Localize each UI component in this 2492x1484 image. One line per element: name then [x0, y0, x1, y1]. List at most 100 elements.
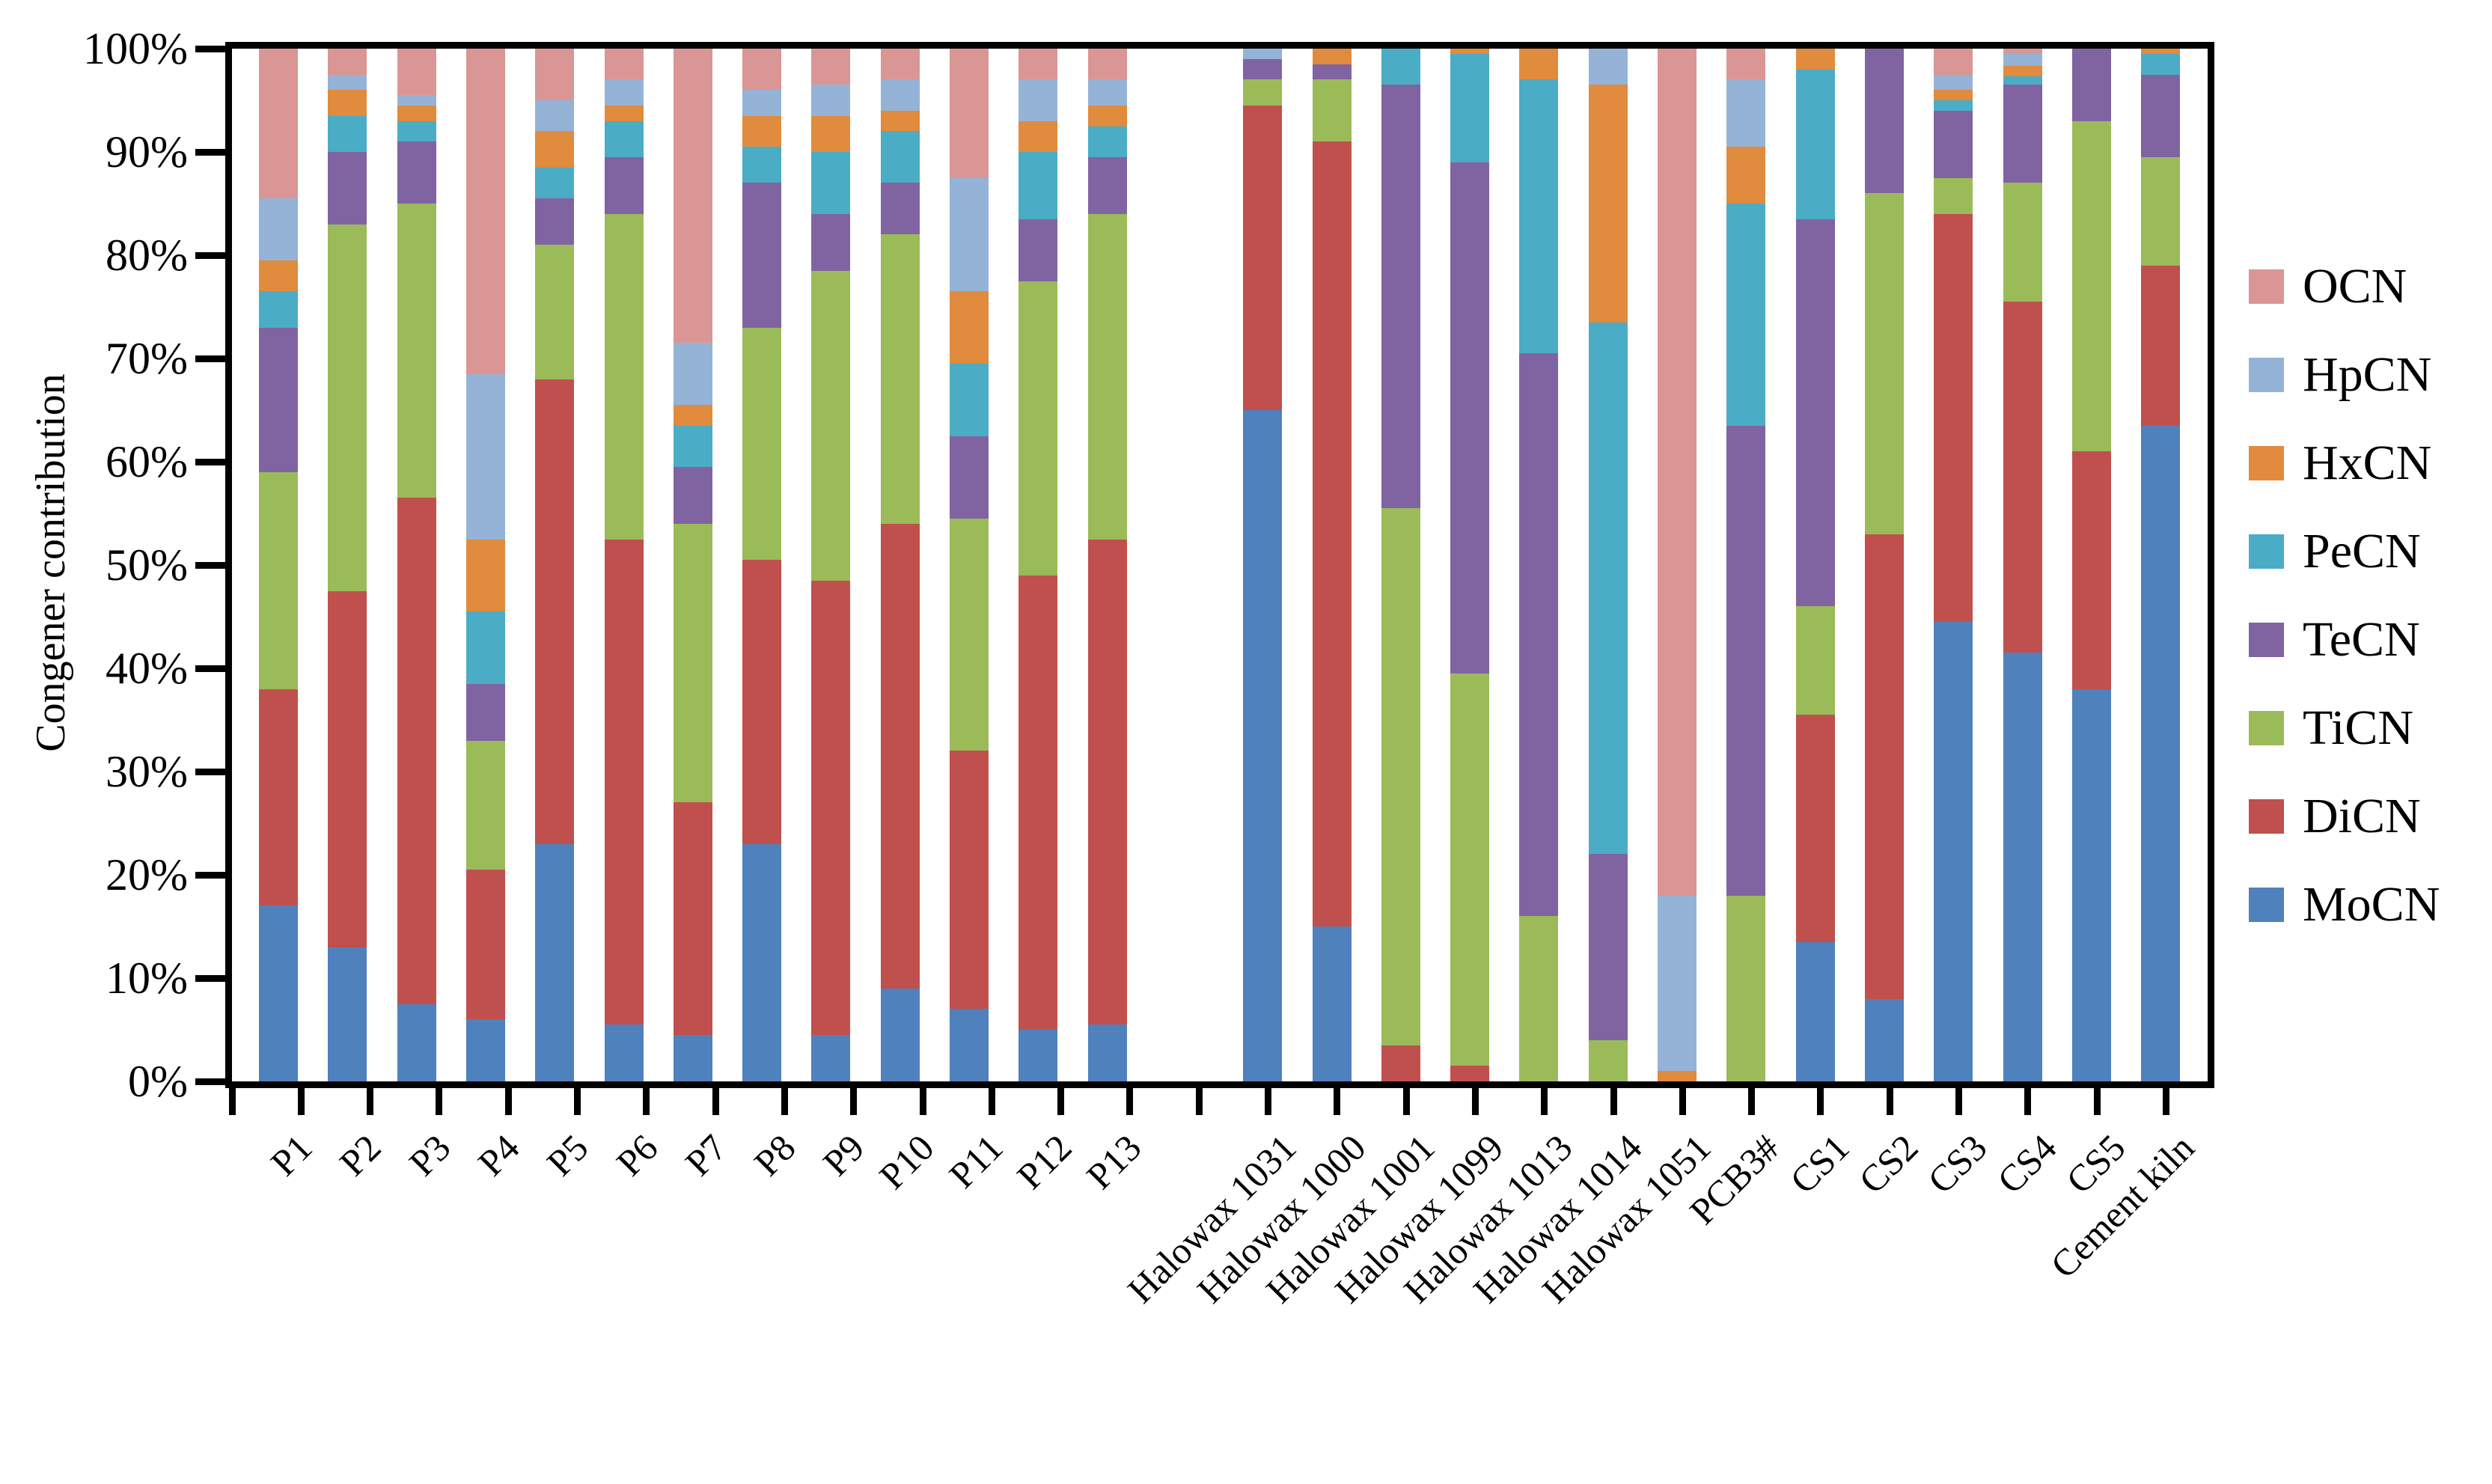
segment-DiCN-P8: [742, 560, 782, 844]
x-tick-20: [1610, 1088, 1617, 1115]
segment-HpCN-P1: [259, 198, 298, 260]
segment-HxCN-PCB3#: [1726, 147, 1766, 204]
segment-HpCN-P6: [604, 79, 644, 106]
segment-TeCN-P4: [465, 683, 505, 741]
y-tick-label-60%: 60%: [106, 437, 188, 486]
segment-DiCN-P13: [1087, 539, 1127, 1025]
segment-OCN-P6: [604, 49, 644, 80]
segment-OCN-CS3: [1934, 49, 1973, 75]
segment-HpCN-P9: [811, 85, 851, 116]
bar-PCB3#: [1726, 49, 1766, 1081]
segment-TeCN-Cement kiln: [2141, 74, 2181, 157]
segment-PeCN-P10: [880, 131, 920, 183]
segment-TiCN-P1: [259, 471, 298, 689]
segment-MoCN-P11: [950, 1009, 989, 1081]
segment-TiCN-Halowax 1001: [1381, 508, 1420, 1045]
bar-P4: [465, 49, 505, 1081]
x-tick-13: [1126, 1088, 1134, 1115]
segment-TeCN-Halowax 1031: [1243, 58, 1283, 80]
segment-PeCN-P3: [397, 120, 436, 142]
segment-PeCN-CS4: [2003, 76, 2042, 85]
segment-HxCN-P4: [465, 539, 505, 612]
y-tick-label-50%: 50%: [106, 540, 188, 590]
segment-PeCN-P5: [535, 167, 575, 199]
segment-HxCN-P6: [604, 105, 644, 121]
segment-HpCN-P3: [397, 95, 436, 106]
segment-HpCN-P11: [950, 177, 989, 292]
x-tick-3: [436, 1088, 443, 1115]
segment-OCN-P4: [465, 49, 505, 374]
segment-DiCN-P12: [1019, 575, 1058, 1030]
segment-TiCN-CS5: [2071, 120, 2111, 452]
x-tick-19: [1541, 1088, 1548, 1115]
segment-TeCN-P12: [1019, 219, 1058, 281]
segment-HxCN-Halowax 1099: [1450, 49, 1490, 54]
y-tick-label-100%: 100%: [83, 24, 188, 73]
segment-MoCN-P12: [1019, 1030, 1058, 1081]
x-tick-12: [1057, 1088, 1065, 1115]
segment-MoCN-P10: [880, 988, 920, 1081]
bar-P7: [673, 49, 712, 1081]
x-tick-2: [367, 1088, 374, 1115]
segment-DiCN-Halowax 1099: [1450, 1066, 1490, 1081]
segment-HxCN-P9: [811, 115, 851, 152]
legend-swatch-TeCN: [2249, 623, 2284, 657]
bar-P1: [259, 49, 298, 1081]
segment-OCN-Halowax 1051: [1658, 49, 1697, 896]
segment-TiCN-Halowax 1013: [1519, 916, 1559, 1081]
segment-TeCN-P13: [1087, 156, 1127, 214]
segment-HpCN-P13: [1087, 79, 1127, 106]
x-tick-22: [1748, 1088, 1756, 1115]
segment-OCN-P12: [1019, 49, 1058, 80]
legend-swatch-PeCN: [2249, 534, 2284, 569]
segment-MoCN-CS1: [1795, 941, 1835, 1081]
x-tick-23: [1817, 1088, 1824, 1115]
segment-MoCN-CS2: [1864, 998, 1904, 1081]
segment-TeCN-P10: [880, 183, 920, 235]
segment-OCN-P11: [950, 49, 989, 178]
segment-OCN-CS4: [2003, 49, 2042, 54]
bar-P6: [604, 49, 644, 1081]
segment-DiCN-P5: [535, 379, 575, 844]
segment-TiCN-Halowax 1000: [1312, 79, 1352, 142]
plot-area: [225, 42, 2214, 1088]
y-tick-label-40%: 40%: [106, 644, 188, 693]
x-tick-25: [1955, 1088, 1962, 1115]
x-tick-9: [850, 1088, 858, 1115]
x-tick-15: [1265, 1088, 1271, 1115]
segment-HpCN-P4: [465, 373, 505, 540]
segment-DiCN-P11: [950, 751, 989, 1010]
x-tick-18: [1471, 1088, 1479, 1115]
segment-PeCN-Cement kiln: [2141, 53, 2181, 75]
segment-DiCN-P4: [465, 870, 505, 1020]
segment-MoCN-P4: [465, 1019, 505, 1081]
x-tick-6: [643, 1088, 650, 1115]
segment-MoCN-Cement kiln: [2141, 425, 2181, 1081]
bar-Halowax 1031: [1243, 49, 1283, 1081]
segment-TeCN-P7: [673, 466, 712, 524]
segment-DiCN-CS5: [2071, 451, 2111, 689]
x-tick-28: [2162, 1088, 2169, 1115]
segment-DiCN-CS3: [1934, 213, 1973, 622]
y-tick-label-20%: 20%: [106, 850, 188, 900]
segment-OCN-P9: [811, 49, 851, 85]
segment-TiCN-P7: [673, 523, 712, 803]
segment-TeCN-CS5: [2071, 49, 2111, 121]
segment-OCN-P1: [259, 49, 298, 199]
segment-TiCN-Halowax 1099: [1450, 673, 1490, 1066]
x-tick-27: [2093, 1088, 2101, 1115]
segment-TiCN-P12: [1019, 281, 1058, 575]
segment-HpCN-P2: [328, 74, 367, 91]
segment-DiCN-Cement kiln: [2141, 265, 2181, 426]
segment-PeCN-P1: [259, 291, 298, 328]
segment-MoCN-CS3: [1934, 621, 1973, 1081]
segment-HpCN-Halowax 1014: [1588, 49, 1628, 85]
legend-label-OCN: OCN: [2303, 259, 2407, 314]
segment-MoCN-Halowax 1000: [1312, 926, 1352, 1081]
bar-P3: [397, 49, 436, 1081]
legend-label-TeCN: TeCN: [2303, 612, 2420, 667]
segment-MoCN-CS5: [2071, 688, 2111, 1081]
bar-Halowax 1000: [1312, 49, 1352, 1081]
legend-swatch-TiCN: [2249, 711, 2284, 745]
legend-label-TiCN: TiCN: [2303, 700, 2414, 755]
